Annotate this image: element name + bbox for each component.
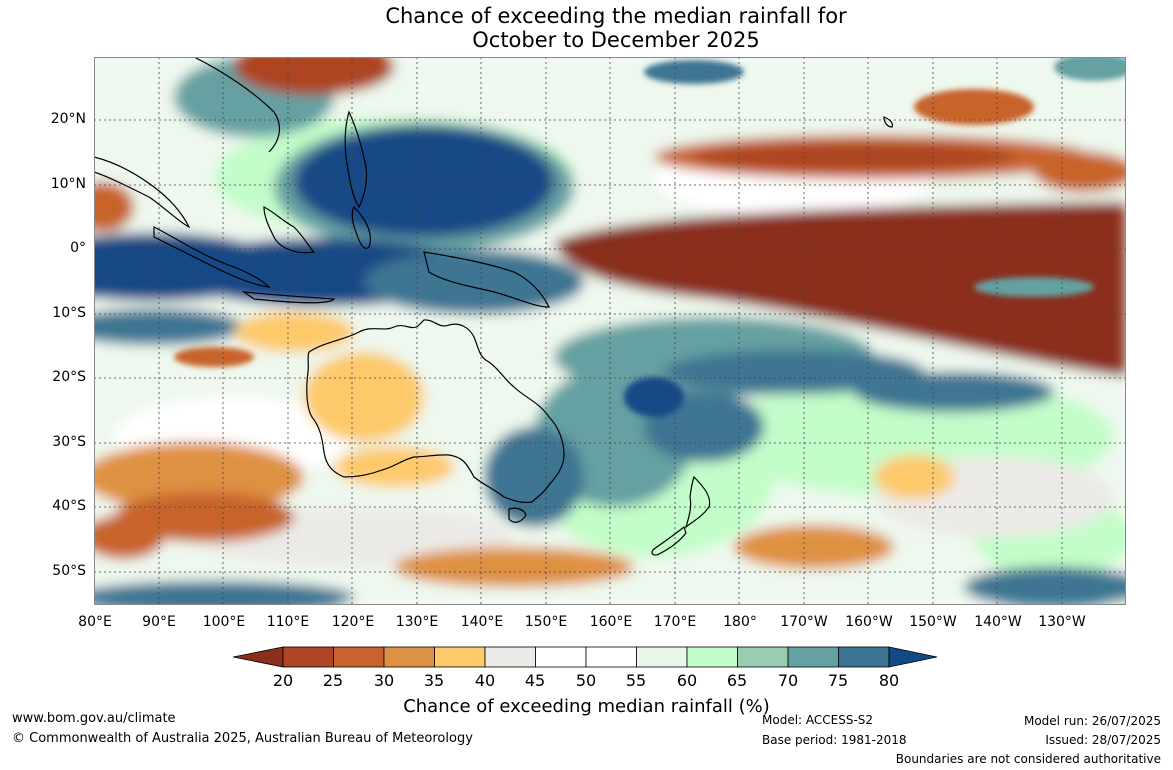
lon-label-150e: 150°E <box>524 614 568 630</box>
lon-label-120e: 120°E <box>331 614 375 630</box>
copyright-text: © Commonwealth of Australia 2025, Austra… <box>12 731 473 746</box>
lat-label-30s: 30°S <box>52 434 86 450</box>
disclaimer-text: Boundaries are not considered authoritat… <box>895 752 1161 766</box>
model-run-text: Model run: 26/07/2025 <box>1023 714 1161 728</box>
colorbar-extend-low <box>232 646 284 668</box>
colorbar-label-45: 45 <box>524 671 546 690</box>
colorbar-swatch <box>838 646 890 668</box>
colorbar-label-30: 30 <box>373 671 395 690</box>
lat-label-10n: 10°N <box>50 176 86 192</box>
lon-label-170w: 170°W <box>780 614 828 630</box>
probability-field <box>94 57 1126 605</box>
colorbar-swatch <box>686 646 738 668</box>
colorbar-swatch <box>434 646 486 668</box>
colorbar-title: Chance of exceeding median rainfall (%) <box>403 696 770 717</box>
lat-label-0: 0° <box>70 240 86 256</box>
lon-label-160e: 160°E <box>589 614 633 630</box>
colorbar-swatch <box>333 646 385 668</box>
philippines-coast <box>344 110 368 209</box>
title-line-1: Chance of exceeding the median rainfall … <box>385 4 847 28</box>
colorbar-swatch <box>737 646 789 668</box>
lon-label-90e: 90°E <box>142 614 176 630</box>
colorbar-label-20: 20 <box>272 671 294 690</box>
china-coast <box>193 57 281 153</box>
colorbar-swatch <box>383 646 435 668</box>
lon-label-100e: 100°E <box>202 614 246 630</box>
lon-label-170e: 170°E <box>653 614 697 630</box>
colorbar-svg <box>232 646 938 668</box>
indochina-coast <box>94 156 191 229</box>
lat-label-20s: 20°S <box>52 369 86 385</box>
map-title: Chance of exceeding the median rainfall … <box>0 4 1173 52</box>
java-coast <box>241 291 336 304</box>
nz-north-coast <box>684 475 711 529</box>
colorbar-label-35: 35 <box>423 671 445 690</box>
model-text: Model: ACCESS-S2 <box>762 713 874 727</box>
lon-label-180: 180° <box>723 614 757 630</box>
coastlines <box>94 57 894 556</box>
rainfall-map <box>94 57 1126 605</box>
lon-label-110e: 110°E <box>266 614 310 630</box>
colorbar-swatches <box>232 646 938 668</box>
borneo-coast <box>263 206 316 254</box>
sumatra-coast <box>153 226 271 288</box>
hawaii-coast <box>883 116 894 128</box>
australia-coast <box>306 319 565 504</box>
lon-label-80e: 80°E <box>78 614 112 630</box>
lon-label-140e: 140°E <box>460 614 504 630</box>
colorbar-swatch <box>282 646 334 668</box>
lon-label-150w: 150°W <box>909 614 957 630</box>
colorbar-swatch <box>585 646 637 668</box>
nz-south-coast <box>651 525 687 556</box>
base-period-text: Base period: 1981-2018 <box>762 733 907 747</box>
issued-text: Issued: 28/07/2025 <box>1045 733 1161 747</box>
lon-label-130w: 130°W <box>1038 614 1086 630</box>
title-line-2: October to December 2025 <box>472 28 760 52</box>
map-canvas <box>94 57 1126 605</box>
website-text: www.bom.gov.au/climate <box>12 711 176 726</box>
lat-label-40s: 40°S <box>52 498 86 514</box>
colorbar-extend-high <box>888 646 938 668</box>
map-frame <box>94 57 1126 605</box>
lon-label-140w: 140°W <box>974 614 1022 630</box>
colorbar-label-65: 65 <box>726 671 748 690</box>
colorbar-label-40: 40 <box>474 671 496 690</box>
lat-label-10s: 10°S <box>52 305 86 321</box>
colorbar-label-70: 70 <box>777 671 799 690</box>
lat-label-20n: 20°N <box>50 111 86 127</box>
new-guinea-coast <box>423 251 550 308</box>
colorbar-swatch <box>787 646 839 668</box>
lon-label-160w: 160°W <box>845 614 893 630</box>
colorbar-label-55: 55 <box>625 671 647 690</box>
lat-label-50s: 50°S <box>52 563 86 579</box>
colorbar-label-80: 80 <box>878 671 900 690</box>
tasmania-coast <box>508 507 527 523</box>
sulawesi-coast <box>351 206 371 249</box>
graticule <box>94 57 1126 605</box>
colorbar <box>232 645 939 671</box>
colorbar-label-75: 75 <box>827 671 849 690</box>
colorbar-swatch <box>636 646 688 668</box>
colorbar-label-25: 25 <box>322 671 344 690</box>
colorbar-swatch <box>484 646 536 668</box>
probability-detail <box>174 57 1126 417</box>
colorbar-swatch <box>535 646 587 668</box>
colorbar-label-60: 60 <box>676 671 698 690</box>
lon-label-130e: 130°E <box>395 614 439 630</box>
colorbar-label-50: 50 <box>575 671 597 690</box>
